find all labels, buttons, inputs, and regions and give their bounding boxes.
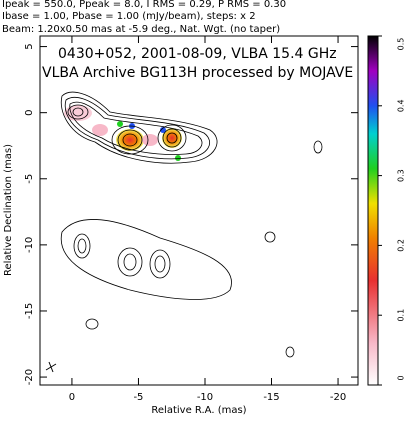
colorbar-tick-label: 0.5 [397, 38, 406, 51]
plot-frame [39, 35, 359, 386]
contours [45, 91, 323, 373]
colorbar-tick-label: 0.2 [397, 239, 406, 252]
y-tick-label: -15 [24, 303, 35, 319]
y-tick-label: -5 [24, 174, 35, 184]
chart-subtitle: VLBA Archive BG113H processed by MOJAVE [42, 65, 353, 81]
y-tick-label: -10 [24, 237, 35, 253]
y-tick-label: 5 [24, 43, 35, 49]
colorbar-tick-label: 0 [397, 375, 406, 380]
x-axis-label: Relative R.A. (mas) [151, 405, 246, 416]
x-tick-label: -20 [330, 392, 346, 403]
header-line: Ibase = 1.00, Pbase = 1.00 (mJy/beam), s… [2, 11, 256, 22]
y-axis-label: Relative Declination (mas) [3, 144, 14, 276]
header-line: Beam: 1.20x0.50 mas at -5.9 deg., Nat. W… [2, 24, 280, 35]
y-tick-label: 0 [24, 109, 35, 115]
x-tick-label: -5 [133, 392, 143, 403]
header-line: Ipeak = 550.0, Ppeak = 8.0, I RMS = 0.29… [2, 0, 286, 10]
colorbar-tick-label: 0.1 [397, 309, 406, 322]
colorbar-tick-label: 0.3 [397, 169, 406, 182]
x-tick-label: 0 [69, 392, 75, 403]
y-tick-label: -20 [24, 369, 35, 385]
x-tick-label: -10 [197, 392, 213, 403]
colorbar [367, 35, 379, 386]
colorbar-tick-label: 0.4 [397, 99, 406, 112]
chart-title: 0430+052, 2001-08-09, VLBA 15.4 GHz [58, 46, 337, 62]
x-tick-label: -15 [263, 392, 279, 403]
